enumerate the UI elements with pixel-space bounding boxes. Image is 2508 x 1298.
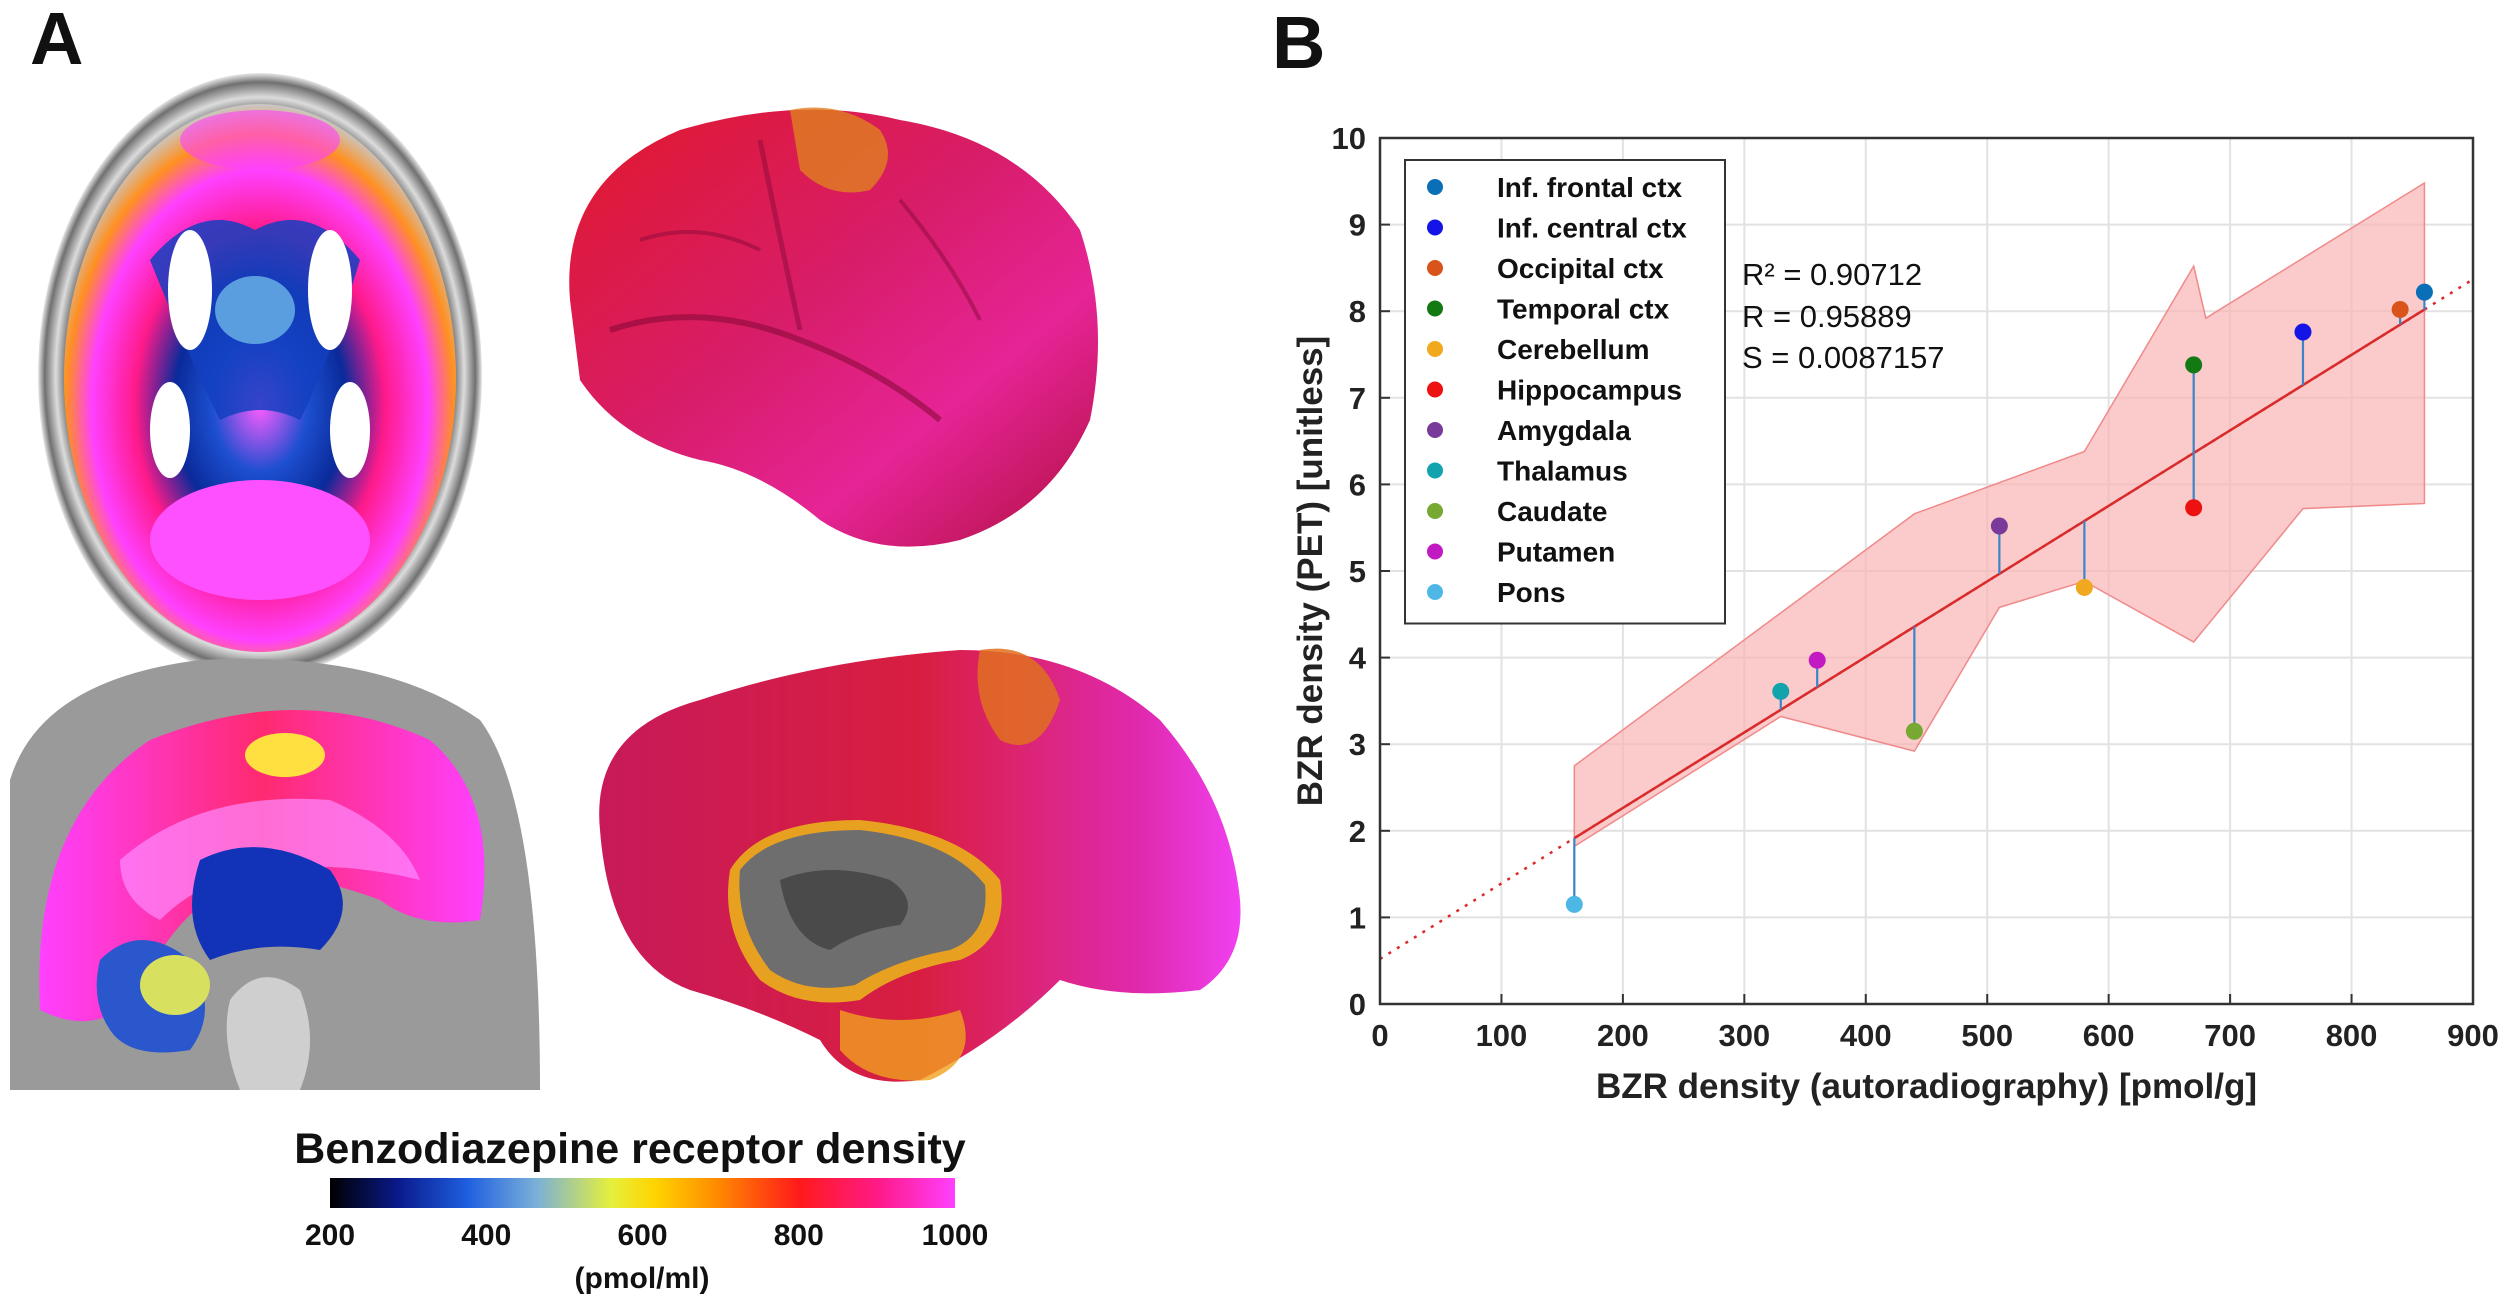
x-tick-label: 900 bbox=[2447, 1018, 2499, 1053]
y-tick-label: 7 bbox=[1349, 381, 1366, 416]
data-point bbox=[2075, 578, 2093, 596]
y-tick-label: 0 bbox=[1349, 987, 1366, 1022]
legend-marker bbox=[1427, 260, 1443, 276]
legend-marker bbox=[1427, 179, 1443, 195]
x-tick-label: 700 bbox=[2204, 1018, 2256, 1053]
panel-label-a: A bbox=[30, 0, 84, 80]
confidence-band-layer bbox=[1573, 181, 2426, 848]
y-axis-label: BZR density (PET) [unitless] bbox=[1291, 336, 1330, 807]
y-tick-label: 10 bbox=[1332, 121, 1366, 156]
colorbar-unit: (pmol/ml) bbox=[575, 1262, 710, 1295]
y-tick-label: 4 bbox=[1349, 641, 1367, 676]
colorbar-title: Benzodiazepine receptor density bbox=[294, 1125, 966, 1173]
colorbar-tick-label: 200 bbox=[305, 1219, 355, 1252]
y-tick-label: 3 bbox=[1349, 727, 1366, 762]
data-point bbox=[2185, 499, 2203, 517]
legend-entry-label: Cerebellum bbox=[1497, 334, 1650, 365]
x-tick-label: 500 bbox=[1961, 1018, 2013, 1053]
legend-entry-label: Temporal ctx bbox=[1497, 294, 1670, 325]
legend: Inf. frontal ctx Inf. central ctx Occipita… bbox=[1404, 159, 1726, 625]
tick-labels: 0 100 200 300 400 500 600 700 800 900 0 1 2 3 4 5 6 7 8 9 10 bbox=[1332, 121, 2499, 1053]
data-point bbox=[2415, 283, 2433, 301]
data-point bbox=[2185, 356, 2203, 374]
data-point bbox=[1990, 517, 2008, 535]
lateral-cortical-surface-image bbox=[569, 107, 1098, 547]
legend-marker bbox=[1427, 584, 1443, 600]
y-tick-label: 2 bbox=[1349, 814, 1366, 849]
sagittal-brain-slice-image bbox=[10, 658, 540, 1090]
y-tick-label: 8 bbox=[1349, 294, 1366, 329]
legend-entry-label: Putamen bbox=[1497, 537, 1615, 568]
fit-statistics: R² = 0.90712 R = 0.95889 S = 0.0087157 bbox=[1742, 257, 1945, 375]
colorbar-gradient bbox=[330, 1178, 955, 1208]
stat-r: R = 0.95889 bbox=[1742, 299, 1912, 334]
data-points-layer bbox=[1565, 283, 2433, 913]
legend-marker bbox=[1427, 503, 1443, 519]
legend-marker bbox=[1427, 219, 1443, 236]
legend-marker bbox=[1427, 422, 1443, 438]
colorbar-ticks: 200 400 600 800 1000 bbox=[305, 1219, 988, 1252]
legend-marker bbox=[1427, 341, 1443, 357]
axial-brain-slice-image bbox=[38, 73, 482, 677]
y-tick-label: 1 bbox=[1349, 900, 1366, 935]
legend-entry-label: Hippocampus bbox=[1497, 375, 1682, 406]
x-tick-label: 0 bbox=[1371, 1018, 1388, 1053]
data-point bbox=[1808, 651, 1826, 669]
legend-entry-label: Caudate bbox=[1497, 496, 1607, 527]
data-point bbox=[2294, 323, 2312, 341]
x-tick-label: 600 bbox=[2083, 1018, 2135, 1053]
y-tick-label: 9 bbox=[1349, 208, 1366, 243]
legend-entry-label: Occipital ctx bbox=[1497, 253, 1664, 284]
x-tick-label: 200 bbox=[1597, 1018, 1649, 1053]
colorbar-tick-label: 800 bbox=[774, 1219, 824, 1252]
colorbar-tick-label: 600 bbox=[617, 1219, 667, 1252]
legend-entry-label: Inf. frontal ctx bbox=[1497, 172, 1683, 203]
confidence-band bbox=[1573, 181, 2426, 848]
legend-marker bbox=[1427, 300, 1443, 317]
x-tick-label: 100 bbox=[1476, 1018, 1528, 1053]
data-point bbox=[2391, 300, 2409, 318]
x-tick-label: 800 bbox=[2326, 1018, 2378, 1053]
legend-marker bbox=[1427, 462, 1443, 479]
colorbar-tick-label: 1000 bbox=[922, 1219, 989, 1252]
legend-entry-label: Pons bbox=[1497, 577, 1565, 608]
x-axis-label: BZR density (autoradiography) [pmol/g] bbox=[1596, 1067, 2257, 1106]
stat-s: S = 0.0087157 bbox=[1742, 340, 1945, 375]
legend-marker bbox=[1427, 381, 1443, 398]
x-tick-label: 300 bbox=[1718, 1018, 1770, 1053]
colorbar-tick-label: 400 bbox=[461, 1219, 511, 1252]
panel-label-b: B bbox=[1272, 1, 1326, 84]
y-tick-label: 5 bbox=[1349, 554, 1366, 589]
legend-marker bbox=[1427, 543, 1443, 560]
x-tick-label: 400 bbox=[1840, 1018, 1892, 1053]
legend-entry-label: Amygdala bbox=[1497, 415, 1631, 446]
chart-axes bbox=[1378, 136, 2475, 1006]
data-point bbox=[1565, 895, 1583, 913]
legend-entry-label: Thalamus bbox=[1497, 456, 1628, 487]
legend-box bbox=[1404, 159, 1726, 625]
medial-cortical-surface-image bbox=[599, 648, 1241, 1082]
data-point bbox=[1905, 722, 1923, 740]
y-tick-label: 6 bbox=[1349, 467, 1366, 502]
legend-entry-label: Inf. central ctx bbox=[1497, 213, 1687, 244]
data-point bbox=[1772, 682, 1790, 700]
stat-r2: R² = 0.90712 bbox=[1742, 257, 1922, 292]
